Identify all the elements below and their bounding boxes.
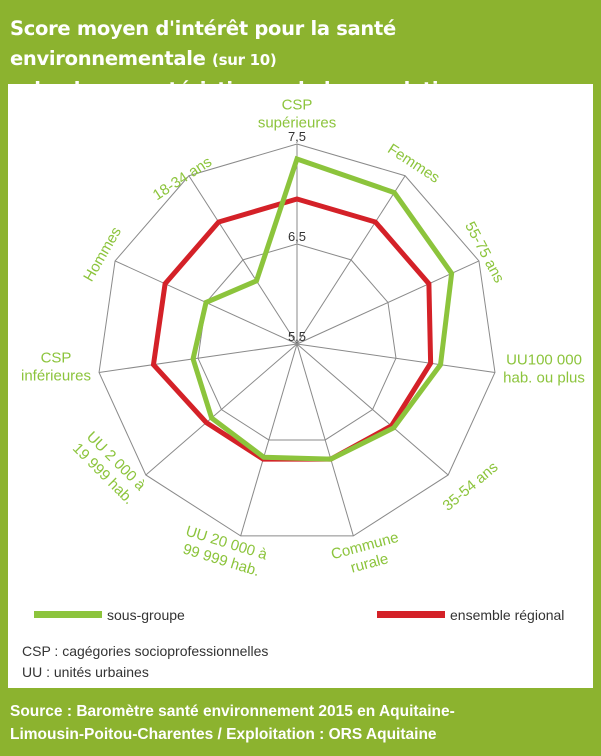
- grid-spoke: [296, 343, 354, 537]
- grid-spoke: [296, 343, 449, 476]
- grid-spoke: [240, 343, 298, 537]
- grid-ring-2: [98, 143, 496, 537]
- radar-grid: [98, 143, 496, 537]
- category-label-line: Femmes: [384, 141, 442, 187]
- grid-spoke: [296, 343, 496, 373]
- category-label: Hommes: [80, 224, 125, 284]
- series-sous-groupe: [190, 155, 455, 462]
- category-label: 18-34 ans: [150, 153, 215, 204]
- grid-spoke: [296, 175, 406, 345]
- title-main: Score moyen d'intérêt pour la santé envi…: [10, 17, 396, 70]
- category-label: 55-75 ans: [461, 219, 507, 286]
- category-label-line: supérieures: [258, 114, 336, 131]
- note-csp: CSP : cagégories socioprofessionnelles: [22, 643, 269, 659]
- legend-swatch-ensemble-regional: [377, 611, 445, 618]
- category-label: UU 2 000 à19 999 hab.: [69, 428, 149, 508]
- category-label: 35-54 ans: [439, 459, 501, 515]
- tick-label: 5,5: [288, 329, 306, 344]
- series-line: [190, 155, 455, 462]
- category-label: Femmes: [384, 141, 442, 187]
- category-label-line: 55-75 ans: [461, 219, 507, 286]
- radar-tick-labels: 5,5 6,5 7,5: [288, 129, 306, 344]
- grid-spoke: [98, 343, 298, 373]
- category-label-line: Hommes: [80, 224, 125, 284]
- legend-swatch-sous-groupe: [34, 611, 102, 618]
- category-label-line: 18-34 ans: [150, 153, 215, 204]
- category-label-line: inférieures: [21, 367, 91, 384]
- source-footer: Source : Baromètre santé environnement 2…: [10, 700, 595, 746]
- category-label: UU 20 000 à99 999 hab.: [181, 523, 270, 580]
- title-unit: (sur 10): [212, 51, 277, 69]
- category-label-line: 35-54 ans: [439, 459, 501, 515]
- grid-spoke: [296, 260, 480, 345]
- tick-label: 6,5: [288, 229, 306, 244]
- grid-spoke: [188, 175, 298, 345]
- source-line-1: Source : Baromètre santé environnement 2…: [10, 703, 455, 720]
- tick-label: 7,5: [288, 129, 306, 144]
- legend-label-ensemble-regional: ensemble régional: [450, 607, 565, 623]
- note-uu: UU : unités urbaines: [22, 664, 149, 680]
- category-label-line: CSP: [282, 96, 313, 113]
- category-label-line: UU100 000: [506, 351, 582, 368]
- grid-spoke: [145, 343, 298, 476]
- grid-ring-1: [197, 243, 397, 441]
- category-label-line: CSP: [41, 349, 72, 366]
- source-line-2: Limousin-Poitou-Charentes / Exploitation…: [10, 726, 437, 743]
- legend-label-sous-groupe: sous-groupe: [107, 607, 185, 623]
- radar-series: [150, 155, 455, 462]
- category-label-line: hab. ou plus: [503, 369, 585, 386]
